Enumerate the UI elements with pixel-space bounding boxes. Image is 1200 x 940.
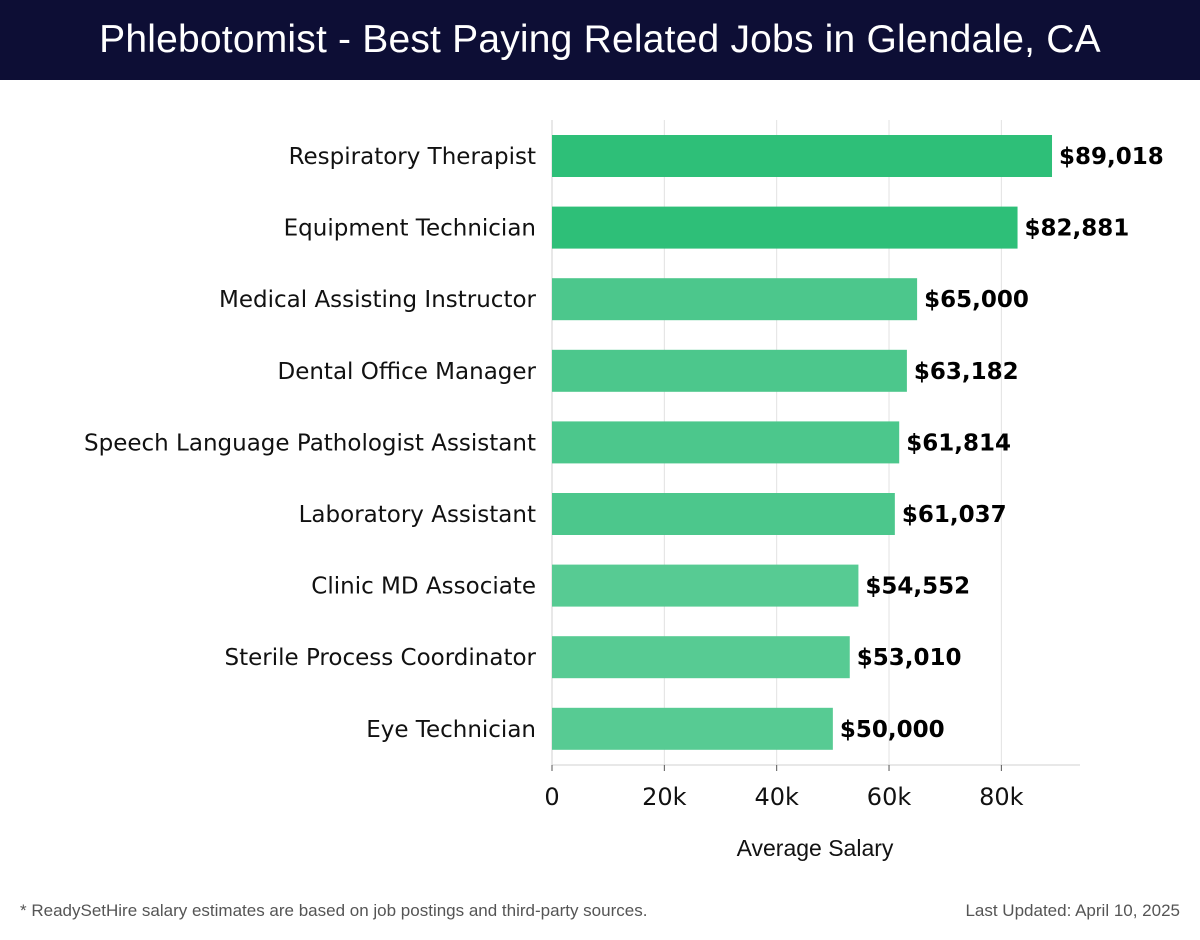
category-label: Equipment Technician [284, 216, 536, 242]
bar [552, 278, 918, 321]
x-tick-label: 20k [642, 783, 687, 811]
chart-title: Phlebotomist - Best Paying Related Jobs … [99, 18, 1101, 61]
footer-note: * ReadySetHire salary estimates are base… [20, 901, 648, 920]
value-label: $89,018 [1059, 144, 1164, 170]
category-label: Clinic MD Associate [311, 574, 536, 600]
x-tick-label: 0 [544, 783, 559, 811]
category-label: Respiratory Therapist [289, 144, 536, 170]
bar [552, 135, 1053, 177]
bar [552, 206, 1018, 249]
chart-header: Phlebotomist - Best Paying Related Jobs … [0, 0, 1200, 80]
x-tick-label: 60k [867, 783, 912, 811]
value-label: $61,037 [902, 502, 1007, 528]
category-label: Dental Office Manager [277, 359, 536, 385]
bar [552, 421, 900, 464]
category-label: Eye Technician [366, 717, 536, 743]
bar [552, 707, 833, 750]
last-updated: Last Updated: April 10, 2025 [965, 901, 1180, 920]
bar [552, 564, 859, 607]
category-label: Laboratory Assistant [299, 502, 536, 528]
value-label: $54,552 [865, 574, 970, 600]
bar [552, 636, 850, 679]
value-label: $65,000 [924, 287, 1029, 313]
salary-bar-chart: 0 20k 40k 60k 80k Average Salary Respiratory T… [84, 120, 1164, 861]
category-label: Sterile Process Coordinator [225, 645, 537, 671]
value-label: $63,182 [914, 359, 1019, 385]
x-tick-label: 80k [979, 783, 1024, 811]
x-axis-label: Average Salary [737, 835, 894, 861]
x-tick-label: 40k [754, 783, 799, 811]
bar [552, 493, 895, 535]
category-label: Speech Language Pathologist Assistant [84, 430, 536, 456]
value-label: $53,010 [857, 645, 962, 671]
bar [552, 349, 907, 392]
value-label: $61,814 [906, 430, 1011, 456]
value-label: $50,000 [840, 717, 945, 743]
value-label: $82,881 [1025, 216, 1130, 242]
category-label: Medical Assisting Instructor [219, 287, 537, 313]
